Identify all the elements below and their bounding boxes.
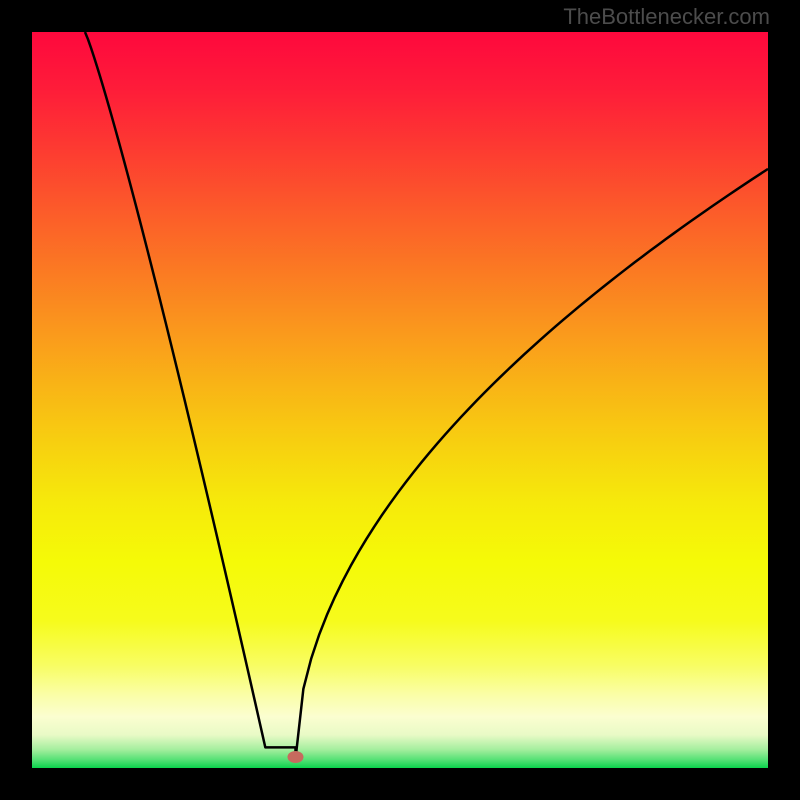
plot-svg <box>0 0 800 800</box>
chart-stage: TheBottlenecker.com <box>0 0 800 800</box>
watermark-text: TheBottlenecker.com <box>563 4 770 30</box>
bottleneck-curve <box>85 32 768 759</box>
optimal-point-marker <box>287 751 303 763</box>
